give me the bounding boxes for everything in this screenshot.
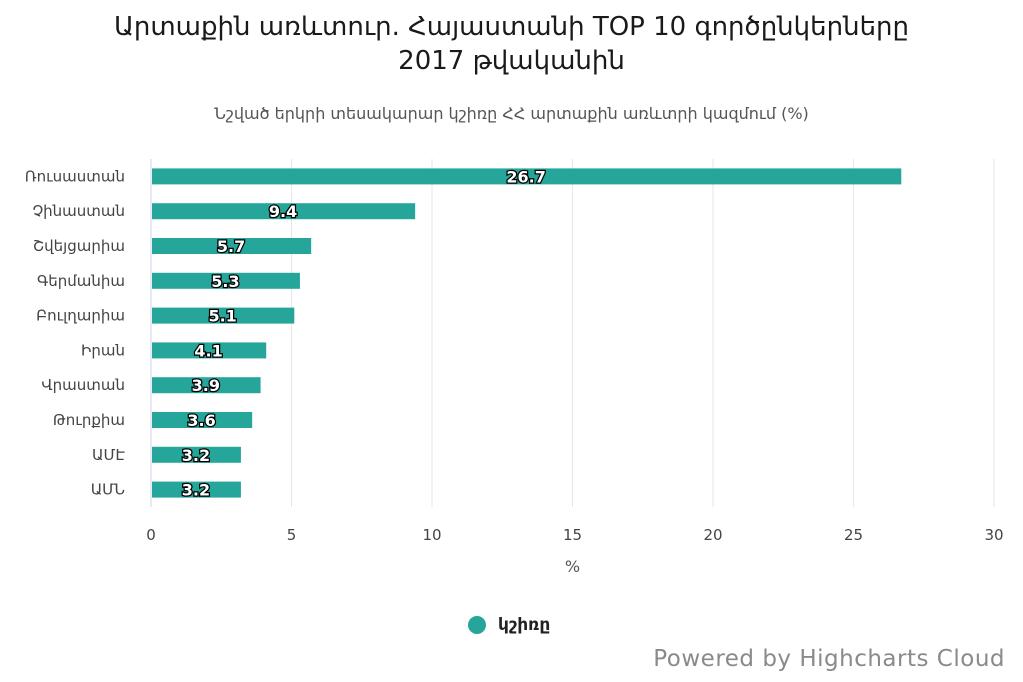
bar[interactable] [152,446,241,463]
x-tick-label: 20 [703,526,722,544]
x-tick-label: 30 [984,526,1003,544]
chart-title-line-2: 2017 թվականին [398,46,625,76]
bar[interactable] [152,342,267,359]
data-label: 5.7 [217,237,245,256]
y-tick-label: ԱՄՆ [91,481,125,499]
y-tick-label: Շվեյցարիա [33,237,125,255]
data-label: 4.1 [194,341,222,360]
legend-marker [468,616,486,634]
y-tick-label: Ռուսաստան [25,167,125,185]
bar[interactable] [152,307,295,324]
bar[interactable] [152,168,902,185]
bar[interactable] [152,272,300,289]
bar[interactable] [152,412,253,428]
credits-link[interactable]: Powered by Highcharts Cloud [653,646,1005,672]
y-tick-label: Չինաստան [32,202,125,220]
legend-label: կշիռը [498,615,551,635]
x-tick-label: 0 [146,526,156,544]
data-label: 3.6 [187,411,215,430]
x-tick-label: 25 [844,526,863,544]
y-tick-label: Թուրքիա [53,411,125,429]
y-tick-label: Իրան [81,341,125,359]
y-tick-label: Վրաստան [41,376,125,394]
x-axis-title: % [565,557,580,576]
data-label: 3.2 [182,481,210,500]
bar[interactable] [152,203,416,220]
data-label: 5.1 [208,307,236,326]
chart-title-line-1: Արտաքին առևտուր. Հայաստանի TOP 10 գործըն… [113,12,910,42]
y-tick-label: ԱՄԷ [92,446,125,464]
y-tick-label: Բուլղարիա [36,307,125,325]
bar[interactable] [152,481,241,498]
data-label: 3.9 [192,376,220,395]
data-label: 26.7 [506,167,545,186]
y-tick-label: Գերմանիա [37,272,125,290]
x-tick-label: 15 [563,526,582,544]
legend-item[interactable]: կշիռը [468,615,550,635]
data-label: 9.4 [269,202,297,221]
x-tick-label: 5 [287,526,297,544]
data-label: 5.3 [211,272,239,291]
x-tick-label: 10 [422,526,441,544]
bar[interactable] [152,377,261,394]
bar[interactable] [152,238,312,254]
data-label: 3.2 [182,446,210,465]
chart-subtitle: Նշված երկրի տեսակարար կշիռը ՀՀ արտաքին ա… [214,104,809,123]
chart-title: Արտաքին առևտուր. Հայաստանի TOP 10 գործըն… [0,10,1023,78]
